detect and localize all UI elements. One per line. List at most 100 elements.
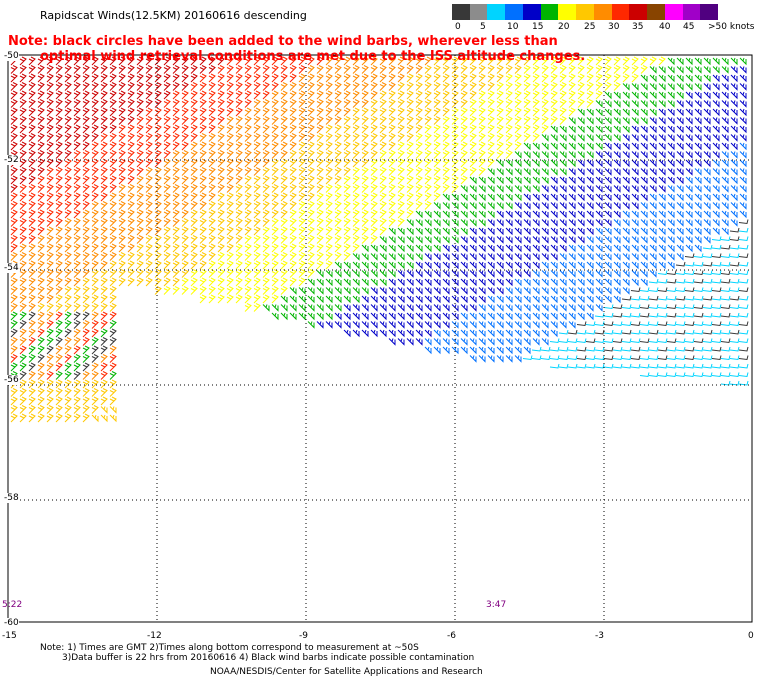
wind-barb	[604, 159, 612, 168]
wind-barb	[505, 346, 513, 355]
wind-barb	[442, 329, 450, 338]
wind-barb	[334, 312, 342, 321]
wind-barb	[424, 346, 432, 355]
wind-barb	[729, 363, 740, 369]
wind-barb	[316, 287, 324, 295]
scale-label: 45	[683, 22, 695, 32]
wind-barb	[19, 107, 27, 117]
wind-barb	[460, 329, 468, 338]
wind-barb	[604, 125, 612, 134]
wind-barb	[172, 192, 180, 202]
wind-barb	[163, 133, 171, 142]
wind-barb	[73, 107, 81, 117]
wind-barb	[586, 219, 594, 227]
wind-barb	[379, 192, 387, 202]
wind-barb	[585, 329, 596, 335]
wind-barb	[514, 253, 522, 261]
lat-label: -52	[4, 155, 19, 165]
wind-barb	[82, 65, 90, 74]
wind-barb	[649, 91, 657, 100]
wind-barb	[217, 99, 225, 108]
map-gridlines	[7, 54, 753, 623]
wind-barb	[73, 354, 81, 363]
wind-barb	[289, 226, 297, 236]
wind-barb	[487, 270, 495, 278]
wind-barb	[73, 192, 81, 202]
wind-barb	[163, 150, 171, 159]
wind-barb	[154, 184, 162, 193]
wind-barb	[19, 337, 27, 346]
wind-barb	[649, 261, 657, 270]
wind-barb	[640, 91, 648, 100]
wind-barb	[100, 124, 108, 134]
wind-barb	[478, 56, 486, 66]
wind-barb	[550, 65, 558, 74]
wind-barb	[235, 218, 243, 227]
wind-barb	[469, 141, 477, 151]
wind-barb	[451, 73, 459, 83]
wind-barb	[712, 159, 720, 168]
wind-barb	[172, 99, 180, 108]
scale-label: 20	[558, 22, 570, 32]
wind-barb	[199, 192, 207, 202]
wind-barb	[136, 269, 144, 278]
wind-barb	[199, 150, 207, 159]
wind-barb	[577, 202, 585, 210]
wind-barb	[640, 117, 648, 125]
wind-barb	[684, 261, 695, 267]
wind-barb	[298, 287, 306, 295]
wind-barb	[514, 193, 522, 202]
wind-barb	[154, 252, 162, 261]
wind-barb	[235, 107, 243, 117]
wind-barb	[82, 218, 90, 227]
wind-barb	[469, 295, 477, 304]
wind-barb	[711, 295, 722, 301]
wind-barb	[334, 150, 342, 159]
wind-barb	[585, 355, 596, 361]
wind-barb	[568, 253, 576, 261]
wind-barb	[217, 218, 225, 227]
wind-barb	[550, 151, 558, 159]
wind-barb	[82, 116, 90, 125]
wind-barb	[487, 185, 495, 193]
wind-barb	[118, 107, 126, 117]
wind-barb	[298, 201, 306, 210]
wind-barb	[730, 202, 738, 210]
wind-barb	[622, 134, 630, 142]
wind-barb	[289, 56, 297, 66]
wind-barb	[199, 218, 207, 227]
wind-barb	[388, 253, 396, 261]
wind-barb	[343, 133, 351, 142]
wind-barb	[91, 388, 99, 397]
wind-barb	[496, 56, 504, 66]
wind-barb	[181, 133, 189, 142]
wind-barb	[424, 124, 432, 134]
wind-barb	[694, 168, 702, 176]
wind-barb	[514, 270, 522, 278]
wind-barb	[271, 260, 279, 270]
wind-barb	[154, 277, 162, 287]
wind-barb	[343, 287, 351, 295]
wind-barb	[37, 167, 45, 176]
wind-barb	[496, 329, 504, 338]
wind-barb	[271, 252, 279, 261]
wind-barb	[73, 158, 81, 168]
wind-barb	[46, 184, 54, 193]
wind-barb	[630, 304, 641, 310]
wind-barb	[37, 184, 45, 193]
wind-barb	[541, 261, 549, 270]
wind-barb	[604, 56, 612, 66]
wind-barb	[109, 406, 117, 414]
wind-barb	[316, 209, 324, 219]
wind-barb	[307, 56, 315, 66]
wind-barb	[460, 185, 468, 193]
wind-barb	[100, 192, 108, 202]
wind-barb	[622, 65, 630, 74]
wind-barb	[370, 304, 378, 312]
wind-barb	[478, 202, 486, 210]
wind-barb	[523, 312, 531, 321]
wind-barb	[738, 338, 749, 344]
wind-barb	[163, 90, 171, 100]
wind-barb	[388, 227, 396, 236]
wind-barb	[469, 346, 477, 355]
